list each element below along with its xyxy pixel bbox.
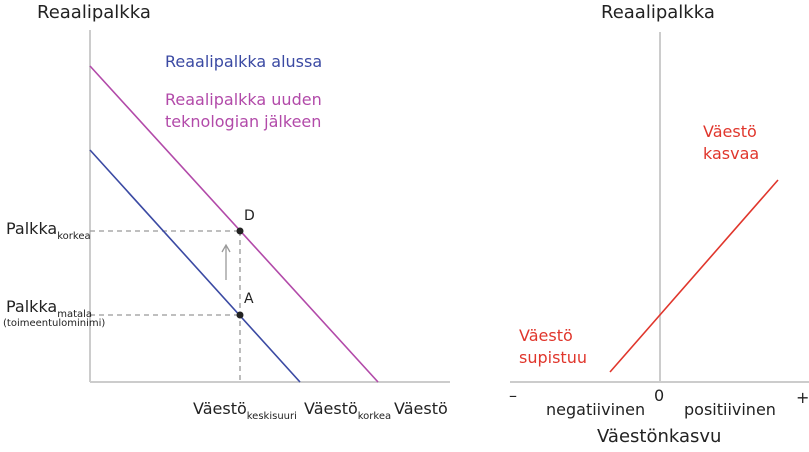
legend-blue: Reaalipalkka alussa	[165, 52, 323, 71]
x-tick-plus: +	[796, 388, 809, 407]
legend-purple-line2: teknologian jälkeen	[165, 112, 322, 131]
y-tick-palkka-matala: Palkkamatala	[6, 297, 93, 320]
label-vaesto-supistuu-1: Väestö	[519, 326, 573, 345]
x-region-positiivinen: positiivinen	[684, 400, 776, 419]
arrow-head-icon	[221, 243, 231, 253]
label-vaesto-kasvaa-1: Väestö	[703, 122, 757, 141]
y-tick-palkka-korkea: Palkkakorkea	[6, 219, 91, 242]
right-y-title: Reaalipalkka	[601, 2, 715, 23]
x-tick-vaesto-keskisuuri: Väestökeskisuuri	[193, 399, 297, 422]
line-reaalipalkka-uusi	[89, 65, 379, 383]
label-d: D	[244, 208, 255, 224]
left-x-title: Väestö	[394, 399, 448, 418]
left-y-title: Reaalipalkka	[37, 2, 151, 23]
point-d	[236, 227, 244, 235]
line-reaalipalkka-alussa	[89, 149, 301, 383]
x-region-negatiivinen: negatiivinen	[546, 400, 646, 419]
label-vaesto-kasvaa-2: kasvaa	[703, 144, 760, 163]
line-vaestonkasvu	[609, 179, 779, 373]
label-a: A	[244, 291, 254, 307]
x-tick-minus: –	[509, 386, 517, 405]
point-a	[236, 311, 244, 319]
legend-purple-line1: Reaalipalkka uuden	[165, 90, 322, 109]
x-tick-zero: 0	[654, 386, 665, 405]
label-vaesto-supistuu-2: supistuu	[519, 348, 587, 367]
y-tick-toimeentulominimi: (toimeentulominimi)	[3, 318, 106, 329]
x-tick-vaesto-korkea: Väestökorkea	[304, 399, 392, 422]
right-x-title: Väestönkasvu	[597, 426, 722, 447]
